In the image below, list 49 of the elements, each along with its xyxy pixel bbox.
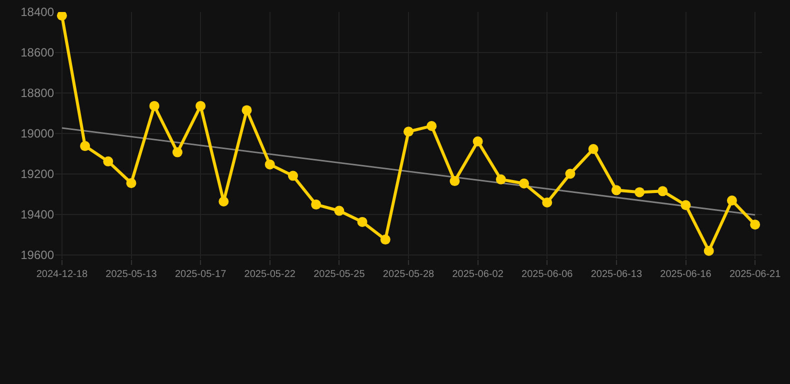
- point: [450, 176, 460, 186]
- point: [426, 120, 437, 131]
- point: [588, 144, 598, 154]
- y-tick-label: 18800: [20, 86, 54, 100]
- point: [404, 126, 414, 137]
- point: [565, 168, 576, 179]
- point: [750, 220, 760, 230]
- x-tick-label: 2025-05-13: [106, 269, 158, 280]
- point: [126, 178, 136, 188]
- point: [472, 136, 483, 146]
- y-tick-label: 18400: [20, 5, 54, 20]
- point: [634, 187, 645, 198]
- point: [56, 12, 67, 21]
- y-tick-label: 19000: [20, 126, 54, 141]
- point: [80, 141, 90, 152]
- point: [311, 200, 322, 210]
- y-tick-label: 19200: [20, 167, 54, 182]
- x-tick-label: 2025-05-28: [382, 269, 435, 280]
- point: [264, 159, 275, 170]
- x-tick-label: 2025-05-22: [244, 269, 296, 280]
- point: [218, 196, 229, 206]
- point: [172, 147, 182, 158]
- point: [726, 195, 737, 206]
- x-tick-label: 2025-06-06: [522, 269, 574, 280]
- x-tick-label: 2025-05-17: [174, 269, 227, 280]
- y-tick-label: 18600: [20, 46, 54, 60]
- point: [680, 200, 691, 210]
- point: [519, 178, 530, 188]
- x-tick-label: 2024-12-18: [36, 269, 88, 280]
- point: [149, 100, 160, 111]
- x-tick-label: 2025-05-25: [314, 269, 366, 280]
- point: [611, 185, 622, 196]
- point: [380, 234, 390, 245]
- point: [196, 100, 206, 111]
- point: [103, 156, 114, 166]
- point: [542, 198, 552, 208]
- x-tick-label: 2025-06-21: [729, 269, 782, 280]
- point: [496, 174, 506, 184]
- y-tick-label: 19400: [20, 208, 54, 222]
- y-tick-label: 19600: [20, 248, 54, 262]
- point: [357, 216, 368, 227]
- x-tick-label: 2025-06-13: [590, 269, 642, 280]
- point: [658, 186, 668, 196]
- x-tick-label: 2025-06-02: [452, 269, 504, 280]
- point: [288, 170, 298, 181]
- point: [334, 206, 344, 216]
- point: [242, 105, 252, 116]
- x-tick-label: 2025-06-16: [660, 269, 712, 280]
- point: [704, 246, 714, 256]
